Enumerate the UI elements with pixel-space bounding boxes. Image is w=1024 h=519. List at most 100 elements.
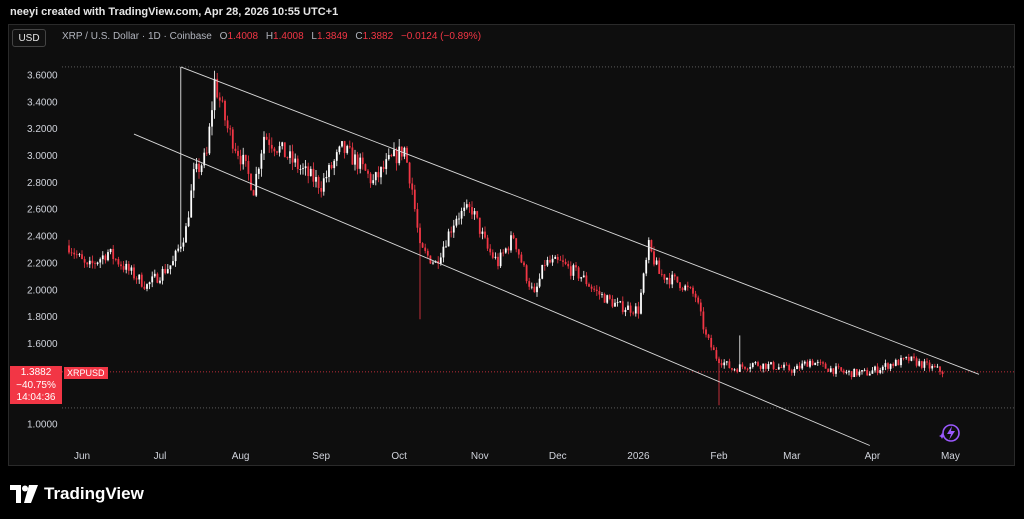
candle-body <box>276 151 278 153</box>
channel-trendline <box>180 66 980 375</box>
candle-body <box>174 250 177 262</box>
candle-body <box>473 211 476 215</box>
candle-body <box>712 347 715 351</box>
bar-countdown: 14:04:36 <box>16 392 56 403</box>
candle-body <box>801 363 804 369</box>
candle-body <box>564 261 567 264</box>
candle-body <box>931 365 934 369</box>
candle-body <box>395 149 398 164</box>
candle-body <box>465 204 468 208</box>
candle-body <box>203 152 206 166</box>
candle-body <box>135 278 138 280</box>
candle-body <box>601 294 603 295</box>
candle-body <box>322 178 325 192</box>
candle-body <box>879 370 882 373</box>
candle-body <box>471 207 473 215</box>
candle-body <box>283 142 286 158</box>
candle-body <box>920 361 923 368</box>
candle-body <box>757 362 759 366</box>
candle-body <box>224 100 226 121</box>
candle-body <box>871 370 874 374</box>
candle-body <box>894 359 897 366</box>
candle-body <box>775 369 778 370</box>
candle-body <box>842 370 845 373</box>
candle-body <box>450 231 453 233</box>
candle-body <box>933 365 936 368</box>
lightning-bolt-icon[interactable] <box>938 422 960 444</box>
candle-body <box>140 274 143 287</box>
candle-body <box>640 292 642 314</box>
candle-body <box>478 217 481 234</box>
candle-body <box>291 151 294 163</box>
candle-body <box>530 286 533 288</box>
candle-body <box>528 281 531 287</box>
candle-body <box>580 277 583 279</box>
candle-body <box>850 371 853 378</box>
candle-body <box>372 180 375 184</box>
candle-body <box>146 284 148 289</box>
candle-body <box>335 152 338 161</box>
candle-body <box>411 183 414 190</box>
candle-body <box>590 286 593 289</box>
candle-body <box>658 260 661 274</box>
candle-body <box>546 259 549 266</box>
candle-body <box>536 286 538 293</box>
candle-body <box>309 168 312 177</box>
x-tick-label: Oct <box>391 451 407 462</box>
candle-body <box>94 263 96 265</box>
candle-body <box>666 277 668 280</box>
candle-body <box>902 357 905 359</box>
candle-body <box>624 309 627 313</box>
candle-body <box>796 365 798 370</box>
candle-body <box>187 217 190 227</box>
currency-button[interactable]: USD <box>12 29 46 47</box>
candle-body <box>122 266 125 270</box>
candle-body <box>582 275 585 278</box>
candle-body <box>718 358 720 364</box>
candle-body <box>853 369 856 378</box>
candle-body <box>190 190 193 218</box>
x-tick-label: May <box>941 451 960 462</box>
candle-body <box>741 364 744 367</box>
candle-body <box>421 243 424 248</box>
candle-body <box>803 361 806 364</box>
candle-body <box>835 366 837 374</box>
candle-body <box>551 258 554 263</box>
candle-body <box>541 264 544 279</box>
candle-body <box>559 259 562 261</box>
candle-body <box>645 259 648 274</box>
y-tick-label: 1.0000 <box>27 420 58 431</box>
candle-body <box>426 250 429 256</box>
candle-body <box>733 369 736 371</box>
candle-body <box>364 164 367 171</box>
candle-body <box>452 225 455 233</box>
candle-body <box>751 363 754 367</box>
candle-body <box>637 306 640 314</box>
candle-body <box>424 247 427 251</box>
tradingview-logo[interactable]: TradingView <box>10 484 144 504</box>
candle-body <box>182 242 185 247</box>
candle-body <box>447 231 450 247</box>
candle-body <box>619 301 622 303</box>
candle-body <box>268 139 271 145</box>
chart-credit: neeyi created with TradingView.com, Apr … <box>10 6 339 18</box>
candle-body <box>684 285 687 290</box>
x-tick-label: Apr <box>865 451 881 462</box>
candle-body <box>699 302 702 312</box>
candle-body <box>647 240 650 260</box>
candle-body <box>668 277 671 285</box>
candle-body <box>270 144 273 149</box>
candle-body <box>294 158 297 163</box>
candle-body <box>510 235 512 251</box>
candle-body <box>556 256 559 260</box>
candle-body <box>653 251 655 265</box>
candle-body <box>759 365 762 369</box>
candle-body <box>198 163 200 173</box>
candle-body <box>868 373 871 376</box>
candle-body <box>520 254 523 263</box>
candle-body <box>320 187 323 192</box>
candle-body <box>208 126 211 154</box>
legend-close-label: C <box>355 31 363 42</box>
candle-body <box>109 248 112 253</box>
